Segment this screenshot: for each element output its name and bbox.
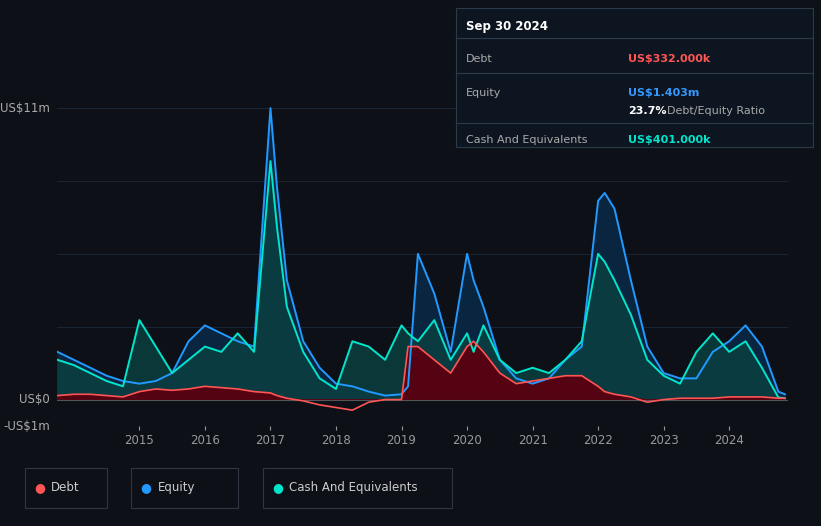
Text: US$401.000k: US$401.000k [628,135,710,145]
Text: Debt: Debt [51,481,80,494]
Text: US$1.403m: US$1.403m [628,88,699,98]
Text: Cash And Equivalents: Cash And Equivalents [289,481,418,494]
Text: US$0: US$0 [20,393,50,406]
Text: -US$1m: -US$1m [3,420,50,432]
Text: Cash And Equivalents: Cash And Equivalents [466,135,587,145]
Text: ●: ● [272,481,283,494]
Text: ●: ● [140,481,152,494]
Text: 23.7%: 23.7% [628,106,667,116]
Text: Equity: Equity [158,481,195,494]
Text: Equity: Equity [466,88,501,98]
Text: Debt: Debt [466,54,493,64]
Text: Debt/Equity Ratio: Debt/Equity Ratio [667,106,764,116]
Text: ●: ● [34,481,45,494]
Text: US$11m: US$11m [0,102,50,115]
Text: Sep 30 2024: Sep 30 2024 [466,21,548,33]
Text: US$332.000k: US$332.000k [628,54,710,64]
